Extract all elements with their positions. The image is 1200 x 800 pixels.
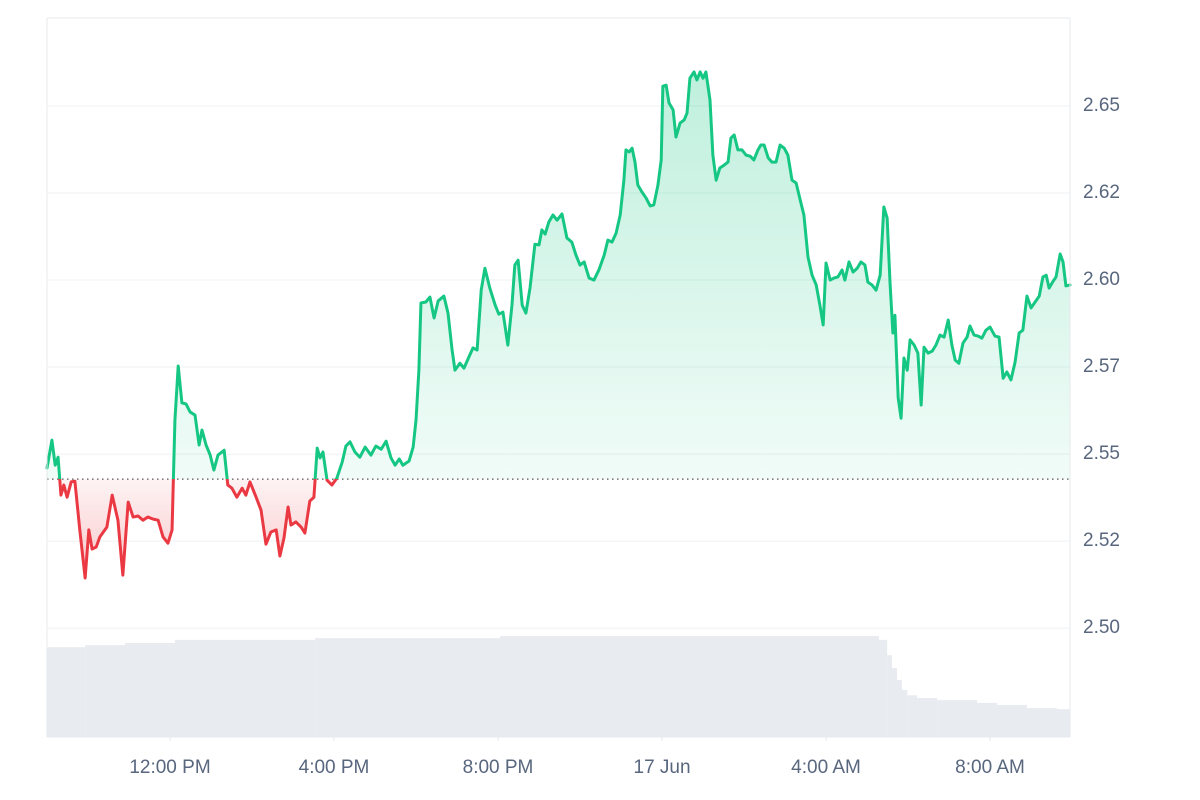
label-layer: 2.50 2.52 2.55 2.57 2.60 2.62 2.65 12:00 PM 4:00… [129,95,1120,778]
y-tick-label: 2.55 [1083,443,1120,464]
volume-bar [896,679,902,737]
volume-bar [887,655,893,737]
price-line [45,70,1072,580]
y-tick-label: 2.52 [1083,530,1120,551]
volume-bar [917,698,938,737]
volume-bar [1026,708,1057,737]
volume-bar [976,702,998,737]
x-tick-label: 4:00 PM [299,757,370,778]
volume-bar [907,695,918,737]
volume-bar [174,639,316,737]
volume-bar [878,639,888,737]
volume-bar [47,647,86,737]
x-tick-label: 8:00 AM [955,757,1025,778]
y-tick-label: 2.60 [1083,269,1120,290]
volume-layer [47,636,1070,737]
x-tick-label: 12:00 PM [129,757,210,778]
volume-bar [937,700,977,737]
area-fill [47,71,1070,578]
volume-bar [892,668,897,737]
x-tick-label: 17 Jun [634,757,691,778]
plot-layer [45,70,1072,580]
x-tick-label: 4:00 AM [791,757,861,778]
volume-bar [997,704,1027,737]
volume-bar [315,638,501,737]
x-tick-label: 8:00 PM [463,757,534,778]
y-tick-label: 2.57 [1083,356,1120,377]
volume-bar [85,645,125,737]
volume-bar [901,690,908,737]
y-tick-label: 2.62 [1083,182,1120,203]
volume-bar [124,643,175,737]
volume-bar [1056,709,1070,737]
y-tick-label: 2.65 [1083,95,1120,116]
volume-bar [500,636,879,737]
y-tick-label: 2.50 [1083,617,1120,638]
